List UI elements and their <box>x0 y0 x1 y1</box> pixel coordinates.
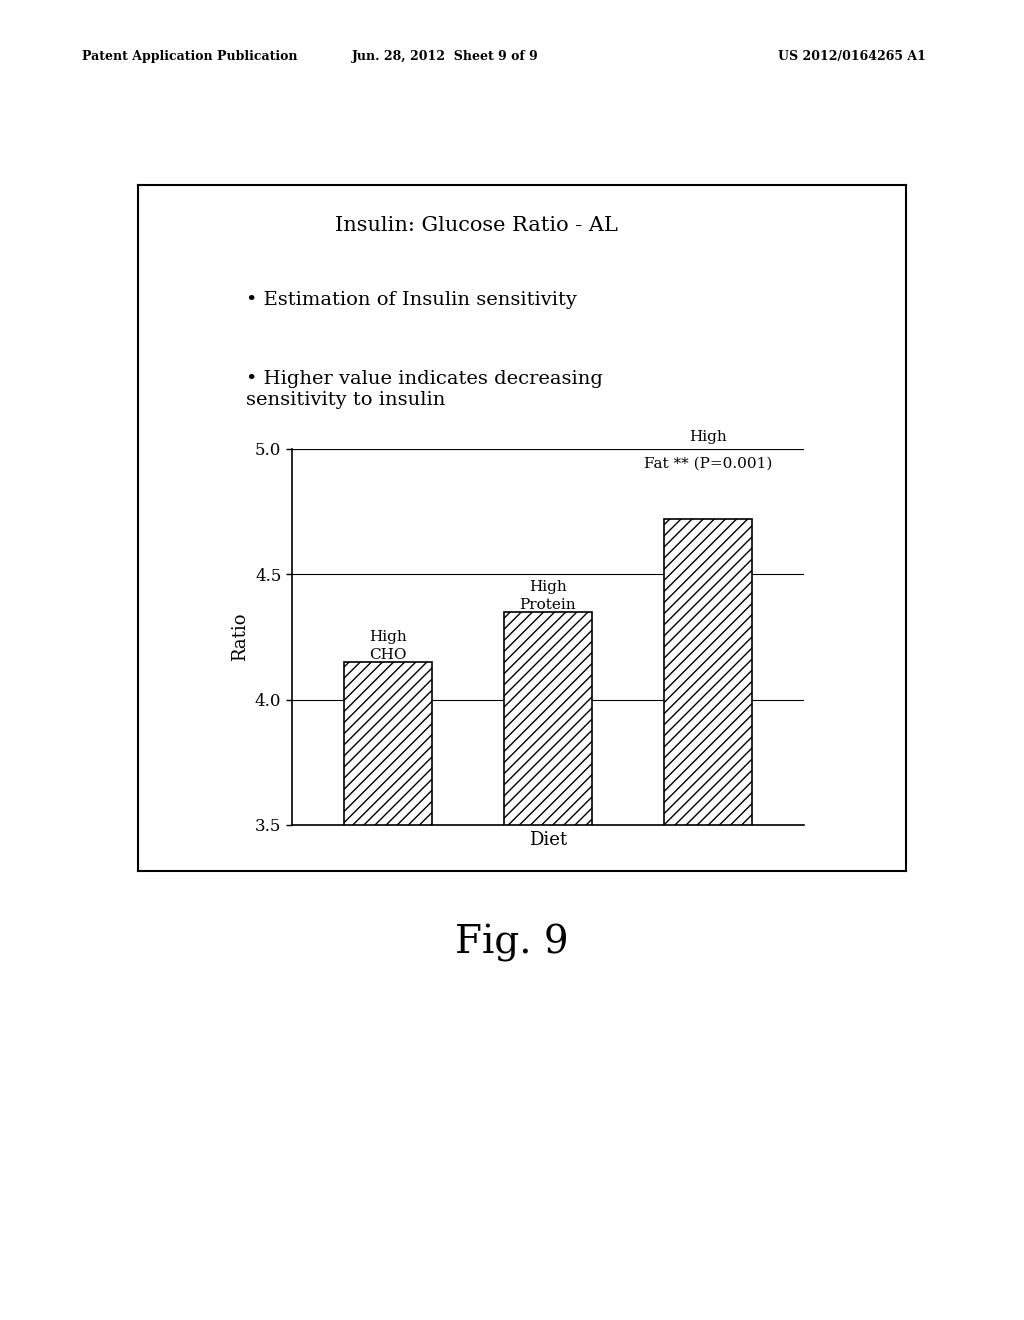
Text: High: High <box>529 581 566 594</box>
Text: Protein: Protein <box>519 598 577 611</box>
Text: Fig. 9: Fig. 9 <box>456 924 568 962</box>
Bar <box>504 612 592 825</box>
Y-axis label: Ratio: Ratio <box>231 612 250 661</box>
Text: Fat ** (P=0.001): Fat ** (P=0.001) <box>644 457 772 470</box>
Bar <box>344 661 432 825</box>
Text: High: High <box>369 631 407 644</box>
Text: • Higher value indicates decreasing
sensitivity to insulin: • Higher value indicates decreasing sens… <box>246 370 603 409</box>
Text: Patent Application Publication: Patent Application Publication <box>82 50 297 63</box>
X-axis label: Diet: Diet <box>528 830 567 849</box>
Text: Insulin: Glucose Ratio - AL: Insulin: Glucose Ratio - AL <box>335 215 617 235</box>
Bar <box>664 519 752 825</box>
Text: US 2012/0164265 A1: US 2012/0164265 A1 <box>778 50 926 63</box>
Text: Jun. 28, 2012  Sheet 9 of 9: Jun. 28, 2012 Sheet 9 of 9 <box>352 50 539 63</box>
Text: CHO: CHO <box>369 648 407 661</box>
Text: • Estimation of Insulin sensitivity: • Estimation of Insulin sensitivity <box>246 292 577 309</box>
Text: High: High <box>689 430 727 444</box>
